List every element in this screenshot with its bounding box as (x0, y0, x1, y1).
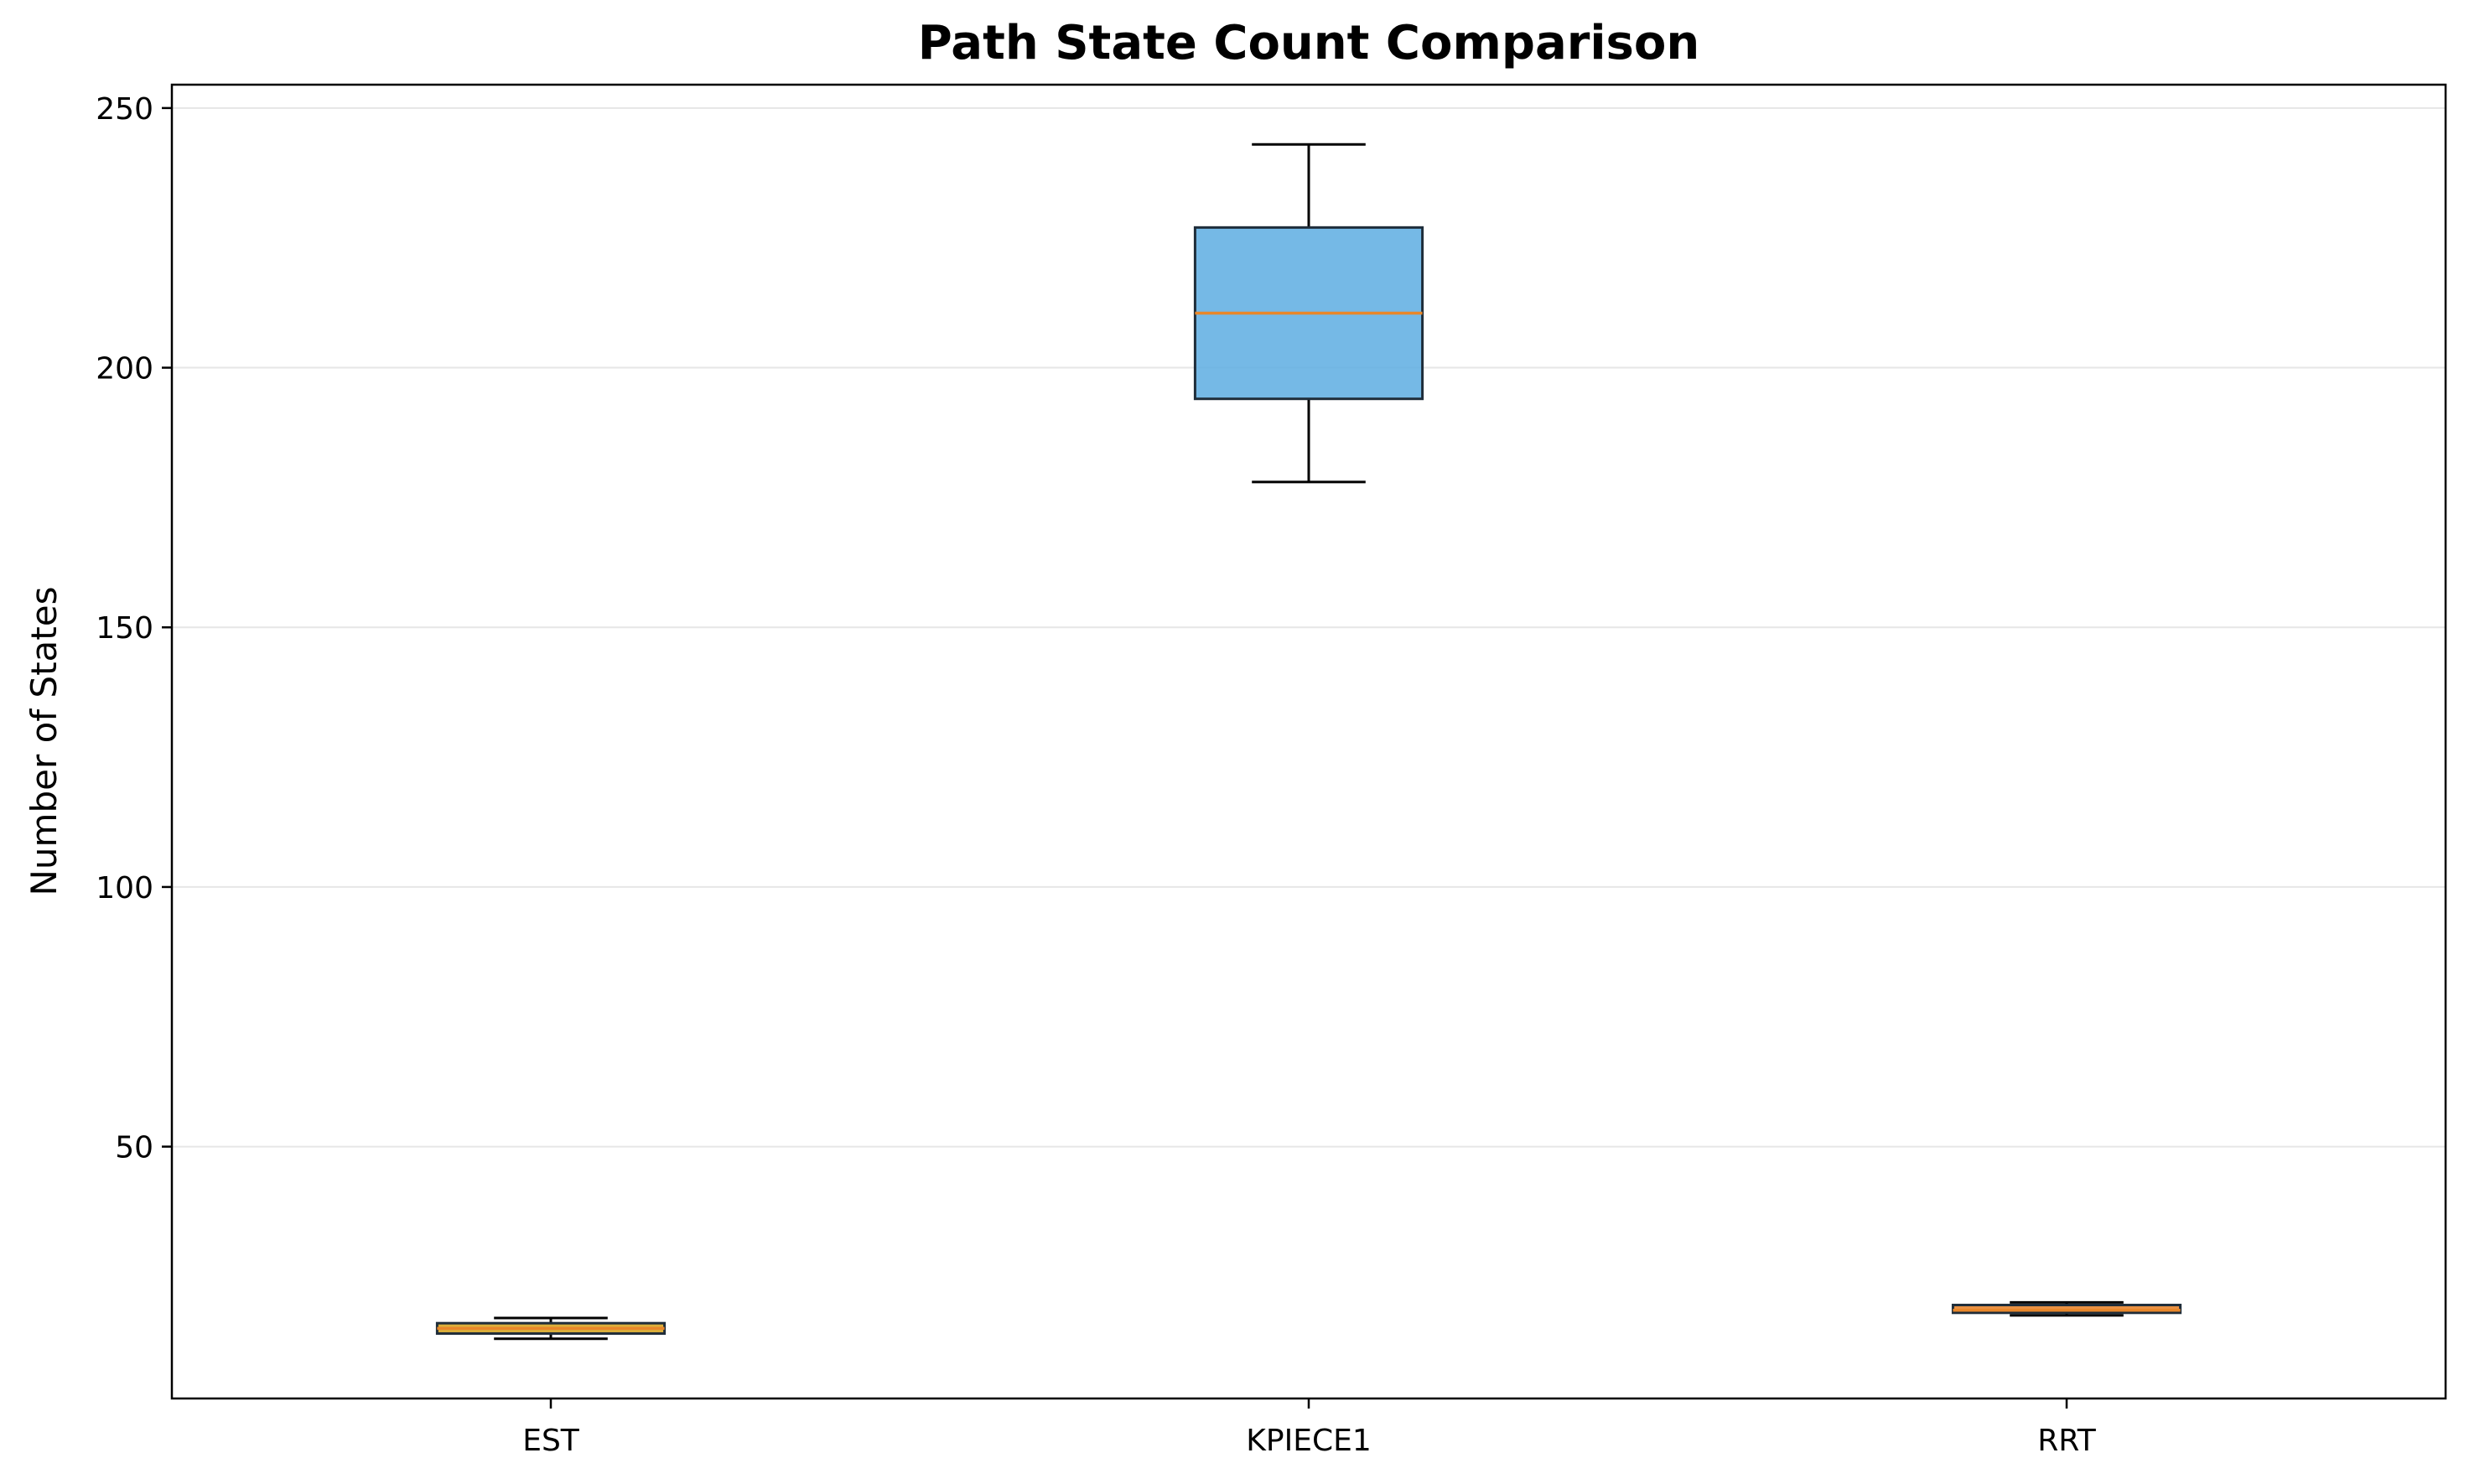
box-layer (435, 143, 2182, 1341)
box-group-rrt (1951, 1300, 2182, 1317)
y-tick-label: 250 (96, 92, 153, 127)
box-group-est (435, 1316, 667, 1341)
x-tick-layer: EST KPIECE1 RRT (522, 1398, 2097, 1458)
chart-title: Path State Count Comparison (918, 16, 1699, 70)
y-tick-label: 50 (115, 1131, 153, 1165)
y-tick-label: 150 (96, 611, 153, 646)
y-tick-layer: 50 100 150 200 250 (96, 92, 172, 1165)
x-tick-label: EST (522, 1424, 580, 1458)
x-tick-label: RRT (2037, 1424, 2096, 1458)
y-tick-label: 200 (96, 352, 153, 387)
y-axis-label: Number of States (23, 587, 65, 896)
grid-layer (172, 106, 2446, 1148)
box-group-kpiece1 (1193, 143, 1424, 484)
y-tick-label: 100 (96, 871, 153, 905)
x-tick-label: KPIECE1 (1246, 1424, 1371, 1458)
